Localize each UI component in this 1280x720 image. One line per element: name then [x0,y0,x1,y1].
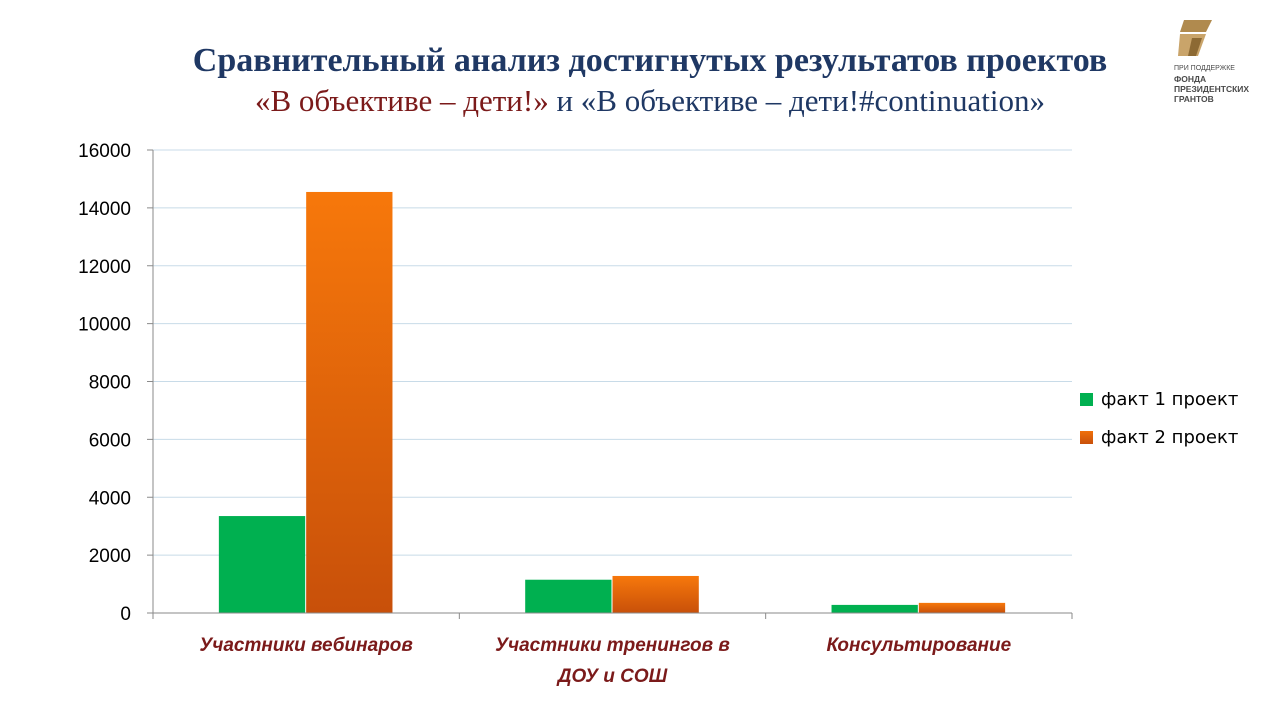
category-label: Консультирование [826,635,1011,656]
legend-label-series-2: факт 2 проект [1101,426,1239,448]
category-label: Участники тренингов в [495,635,730,656]
bar-series-1 [218,516,306,613]
logo-caption-small: ПРИ ПОДДЕРЖКЕ [1174,65,1235,72]
bar-series-1 [831,604,918,613]
bar-series-1 [525,579,612,613]
legend-label-series-1: факт 1 проект [1101,388,1239,410]
bar-series-2 [612,575,699,613]
legend-item-series-1: факт 1 проект [1080,380,1238,418]
y-tick-label: 2000 [89,546,131,567]
bar-chart: 0 2000 4000 6000 8000 10000 12000 14000 16000 Уча… [78,141,1073,687]
logo-caption-line-3: ГРАНТОВ [1174,94,1214,104]
legend-swatch-series-2 [1080,430,1093,444]
logo-emblem-icon [1178,20,1212,56]
y-tick-label: 6000 [89,430,131,451]
logo-caption-line-2: ПРЕЗИДЕНТСКИХ [1174,84,1250,94]
title-line-2: «В объективе – дети!» и «В объективе – д… [100,82,1200,120]
category-label: ДОУ и СОШ [556,666,668,687]
title-line-1: Сравнительный анализ достигнутых результ… [192,42,1108,79]
y-tick-label: 10000 [78,315,131,336]
title-project-2: и «В объективе – дети!#continuation» [548,83,1045,118]
y-tick-label: 0 [120,604,131,625]
bar-series-2 [306,191,393,613]
logo-caption-line-1: ФОНДА [1174,74,1207,84]
logo-caption: ПРИ ПОДДЕРЖКЕ ФОНДА ПРЕЗИДЕНТСКИХ ГРАНТО… [1174,64,1278,104]
y-tick-label: 12000 [78,257,131,278]
bar-series-2 [918,602,1006,613]
legend-swatch-series-1 [1080,392,1093,406]
legend-item-series-2: факт 2 проект [1080,418,1238,456]
axes [147,149,1073,619]
grid-lines [153,149,1072,556]
legend: факт 1 проект факт 2 проект [1080,380,1238,456]
chart-title: Сравнительный анализ достигнутых результ… [100,40,1200,120]
y-tick-label: 14000 [78,199,131,220]
category-label: Участники вебинаров [199,635,412,656]
y-tick-label: 8000 [89,373,131,394]
bars [218,191,1006,613]
title-project-1: «В объективе – дети!» [255,83,549,118]
y-tick-label: 4000 [89,488,131,509]
presidential-grants-logo: ПРИ ПОДДЕРЖКЕ ФОНДА ПРЕЗИДЕНТСКИХ ГРАНТО… [1170,16,1280,116]
y-tick-label: 16000 [78,141,131,162]
labels: 0 2000 4000 6000 8000 10000 12000 14000 16000 Уча… [78,141,1011,687]
